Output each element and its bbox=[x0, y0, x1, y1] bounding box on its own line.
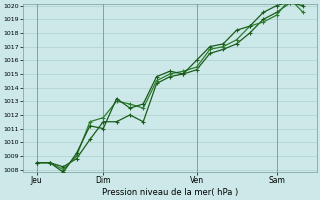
X-axis label: Pression niveau de la mer( hPa ): Pression niveau de la mer( hPa ) bbox=[102, 188, 238, 197]
